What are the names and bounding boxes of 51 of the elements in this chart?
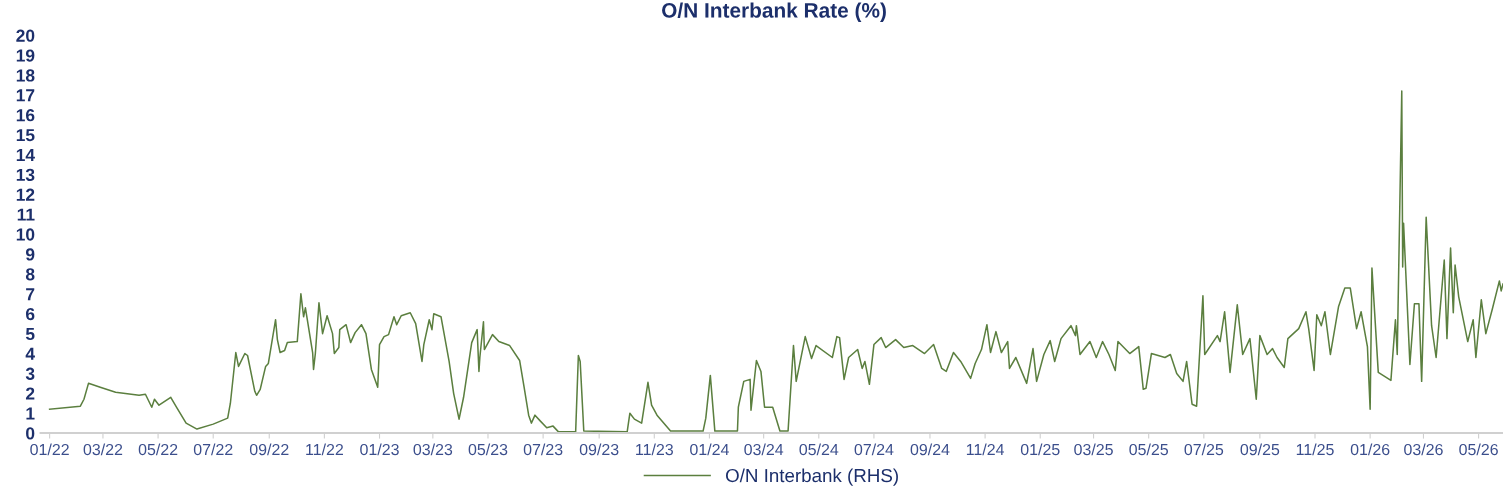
- x-tick-label: 01/25: [1020, 443, 1060, 456]
- x-tick-label: 05/26: [1459, 443, 1498, 456]
- x-tick-label: 11/24: [966, 443, 1005, 456]
- x-tick-label: 01/26: [1350, 443, 1390, 456]
- x-tick-label: 05/22: [138, 443, 178, 456]
- x-tick-label: 11/22: [306, 443, 343, 456]
- x-tick-label: 01/22: [30, 443, 69, 456]
- y-tick-label: 13: [16, 168, 35, 182]
- y-tick-label: 12: [16, 188, 35, 201]
- y-tick-label: 5: [25, 327, 35, 341]
- x-tick-label: 07/22: [193, 443, 233, 456]
- y-tick-label: 1: [26, 407, 35, 420]
- x-tick-label: 05/25: [1129, 443, 1169, 456]
- y-tick-label: 17: [16, 89, 35, 102]
- y-tick-label: 18: [16, 69, 35, 82]
- legend-label: O/N Interbank (RHS): [725, 468, 898, 486]
- y-tick-label: 10: [16, 228, 35, 241]
- x-tick-label: 05/23: [468, 443, 508, 456]
- x-tick-label: 01/24: [690, 443, 729, 456]
- y-tick-label: 4: [25, 347, 35, 360]
- x-tick-label: 03/25: [1074, 443, 1113, 456]
- y-tick-label: 6: [26, 307, 35, 321]
- x-tick-label: 07/25: [1184, 443, 1224, 456]
- x-tick-label: 01/23: [360, 443, 399, 456]
- y-tick-label: 8: [25, 268, 35, 281]
- x-tick-label: 03/23: [413, 443, 453, 456]
- x-tick-label: 11/23: [636, 443, 673, 456]
- y-tick-label: 20: [16, 29, 35, 42]
- y-tick-label: 11: [17, 208, 35, 221]
- y-tick-label: 16: [16, 109, 35, 122]
- x-tick-label: 05/24: [799, 443, 839, 456]
- line-series: [48, 90, 1503, 433]
- y-tick-label: 14: [16, 149, 35, 161]
- x-tick-label: 03/22: [83, 443, 123, 456]
- chart-title: O/N Interbank Rate (%): [662, 2, 886, 22]
- x-tick-label: 09/23: [579, 443, 619, 456]
- x-tick-label: 03/24: [744, 443, 784, 456]
- y-tick-label: 15: [16, 129, 35, 142]
- y-tick-label: 9: [25, 248, 35, 261]
- x-tick-label: 07/23: [523, 443, 563, 456]
- x-tick-label: 09/22: [249, 443, 289, 456]
- x-tick-label: 09/24: [910, 443, 950, 456]
- y-tick-label: 19: [16, 49, 35, 62]
- x-tick-label: 07/24: [854, 443, 894, 456]
- x-tick-label: 03/26: [1404, 443, 1443, 456]
- y-tick-label: 0: [26, 427, 35, 440]
- y-tick-label: 3: [25, 367, 35, 380]
- y-tick-label: 2: [25, 387, 35, 400]
- x-tick-label: 11/25: [1296, 443, 1334, 456]
- x-tick-label: 09/25: [1240, 443, 1280, 456]
- y-tick-label: 7: [26, 288, 35, 301]
